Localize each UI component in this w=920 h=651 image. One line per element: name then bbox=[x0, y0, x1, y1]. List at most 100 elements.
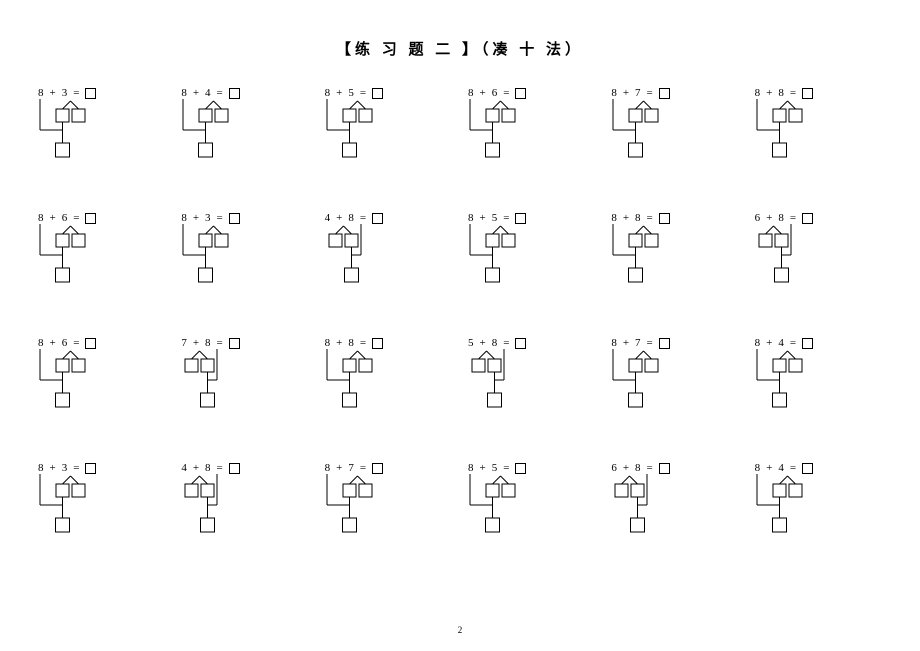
operand-a: 4 bbox=[325, 212, 331, 224]
operand-a: 8 bbox=[38, 212, 44, 224]
plus-sign: + bbox=[766, 462, 772, 474]
equals-sign: = bbox=[217, 212, 223, 224]
equals-sign: = bbox=[790, 212, 796, 224]
operand-a: 8 bbox=[38, 87, 44, 99]
problem-cell: 8 + 7 = bbox=[603, 329, 743, 439]
equals-sign: = bbox=[790, 462, 796, 474]
expression: 8 + 5 = bbox=[468, 462, 526, 474]
plus-sign: + bbox=[623, 87, 629, 99]
plus-sign: + bbox=[623, 337, 629, 349]
answer-box bbox=[372, 463, 383, 474]
expression: 8 + 5 = bbox=[325, 87, 383, 99]
equals-sign: = bbox=[360, 462, 366, 474]
problem-grid: 8 + 3 = 8 + 4 = bbox=[0, 79, 920, 579]
equals-sign: = bbox=[647, 87, 653, 99]
expression: 4 + 8 = bbox=[181, 462, 239, 474]
operand-b: 5 bbox=[348, 87, 354, 99]
plus-sign: + bbox=[766, 212, 772, 224]
expression: 8 + 3 = bbox=[38, 462, 96, 474]
expression: 8 + 7 = bbox=[611, 337, 669, 349]
plus-sign: + bbox=[336, 212, 342, 224]
expression: 8 + 8 = bbox=[611, 212, 669, 224]
operand-a: 8 bbox=[181, 212, 187, 224]
operand-a: 6 bbox=[611, 462, 617, 474]
expression: 6 + 8 = bbox=[755, 212, 813, 224]
operand-a: 6 bbox=[755, 212, 761, 224]
operand-a: 8 bbox=[325, 337, 331, 349]
operand-b: 3 bbox=[62, 462, 68, 474]
problem-cell: 8 + 3 = bbox=[30, 454, 170, 564]
operand-b: 3 bbox=[62, 87, 68, 99]
answer-box bbox=[372, 338, 383, 349]
problem-cell: 8 + 7 = bbox=[603, 79, 743, 189]
operand-b: 6 bbox=[62, 212, 68, 224]
problem-cell: 8 + 7 = bbox=[317, 454, 457, 564]
operand-b: 3 bbox=[205, 212, 211, 224]
problem-cell: 8 + 8 = bbox=[603, 204, 743, 314]
expression: 8 + 6 = bbox=[38, 212, 96, 224]
answer-box bbox=[515, 338, 526, 349]
answer-box bbox=[659, 213, 670, 224]
expression: 8 + 3 = bbox=[38, 87, 96, 99]
problem-cell: 8 + 6 = bbox=[30, 204, 170, 314]
operand-a: 8 bbox=[755, 87, 761, 99]
operand-b: 8 bbox=[778, 212, 784, 224]
operand-b: 4 bbox=[778, 462, 784, 474]
expression: 8 + 7 = bbox=[611, 87, 669, 99]
equals-sign: = bbox=[73, 87, 79, 99]
expression: 8 + 5 = bbox=[468, 212, 526, 224]
answer-box bbox=[85, 463, 96, 474]
operand-a: 8 bbox=[38, 462, 44, 474]
operand-b: 8 bbox=[635, 462, 641, 474]
equals-sign: = bbox=[217, 462, 223, 474]
answer-box bbox=[802, 88, 813, 99]
operand-b: 8 bbox=[205, 462, 211, 474]
operand-a: 7 bbox=[181, 337, 187, 349]
expression: 7 + 8 = bbox=[181, 337, 239, 349]
answer-box bbox=[802, 213, 813, 224]
plus-sign: + bbox=[479, 87, 485, 99]
plus-sign: + bbox=[336, 337, 342, 349]
plus-sign: + bbox=[336, 462, 342, 474]
operand-b: 5 bbox=[492, 462, 498, 474]
operand-b: 8 bbox=[492, 337, 498, 349]
operand-b: 8 bbox=[205, 337, 211, 349]
operand-a: 4 bbox=[181, 462, 187, 474]
equals-sign: = bbox=[503, 337, 509, 349]
operand-b: 8 bbox=[778, 87, 784, 99]
problem-cell: 8 + 6 = bbox=[460, 79, 600, 189]
problem-cell: 8 + 3 = bbox=[173, 204, 313, 314]
equals-sign: = bbox=[503, 462, 509, 474]
problem-cell: 7 + 8 = bbox=[173, 329, 313, 439]
worksheet-title: 【练 习 题 二 】（凑 十 法） bbox=[0, 0, 920, 79]
page-number: 2 bbox=[458, 625, 463, 635]
problem-cell: 6 + 8 = bbox=[747, 204, 887, 314]
equals-sign: = bbox=[217, 337, 223, 349]
operand-a: 8 bbox=[468, 87, 474, 99]
expression: 8 + 8 = bbox=[755, 87, 813, 99]
plus-sign: + bbox=[479, 462, 485, 474]
answer-box bbox=[659, 88, 670, 99]
expression: 8 + 3 = bbox=[181, 212, 239, 224]
operand-a: 8 bbox=[611, 337, 617, 349]
answer-box bbox=[802, 463, 813, 474]
answer-box bbox=[802, 338, 813, 349]
problem-cell: 8 + 4 = bbox=[747, 329, 887, 439]
problem-cell: 8 + 5 = bbox=[460, 204, 600, 314]
expression: 8 + 4 = bbox=[755, 462, 813, 474]
plus-sign: + bbox=[193, 462, 199, 474]
expression: 8 + 4 = bbox=[181, 87, 239, 99]
plus-sign: + bbox=[50, 462, 56, 474]
equals-sign: = bbox=[790, 87, 796, 99]
operand-b: 8 bbox=[635, 212, 641, 224]
answer-box bbox=[372, 213, 383, 224]
equals-sign: = bbox=[647, 462, 653, 474]
expression: 6 + 8 = bbox=[611, 462, 669, 474]
answer-box bbox=[659, 463, 670, 474]
answer-box bbox=[515, 463, 526, 474]
operand-b: 4 bbox=[778, 337, 784, 349]
answer-box bbox=[229, 338, 240, 349]
answer-box bbox=[515, 88, 526, 99]
operand-a: 8 bbox=[611, 212, 617, 224]
expression: 8 + 7 = bbox=[325, 462, 383, 474]
